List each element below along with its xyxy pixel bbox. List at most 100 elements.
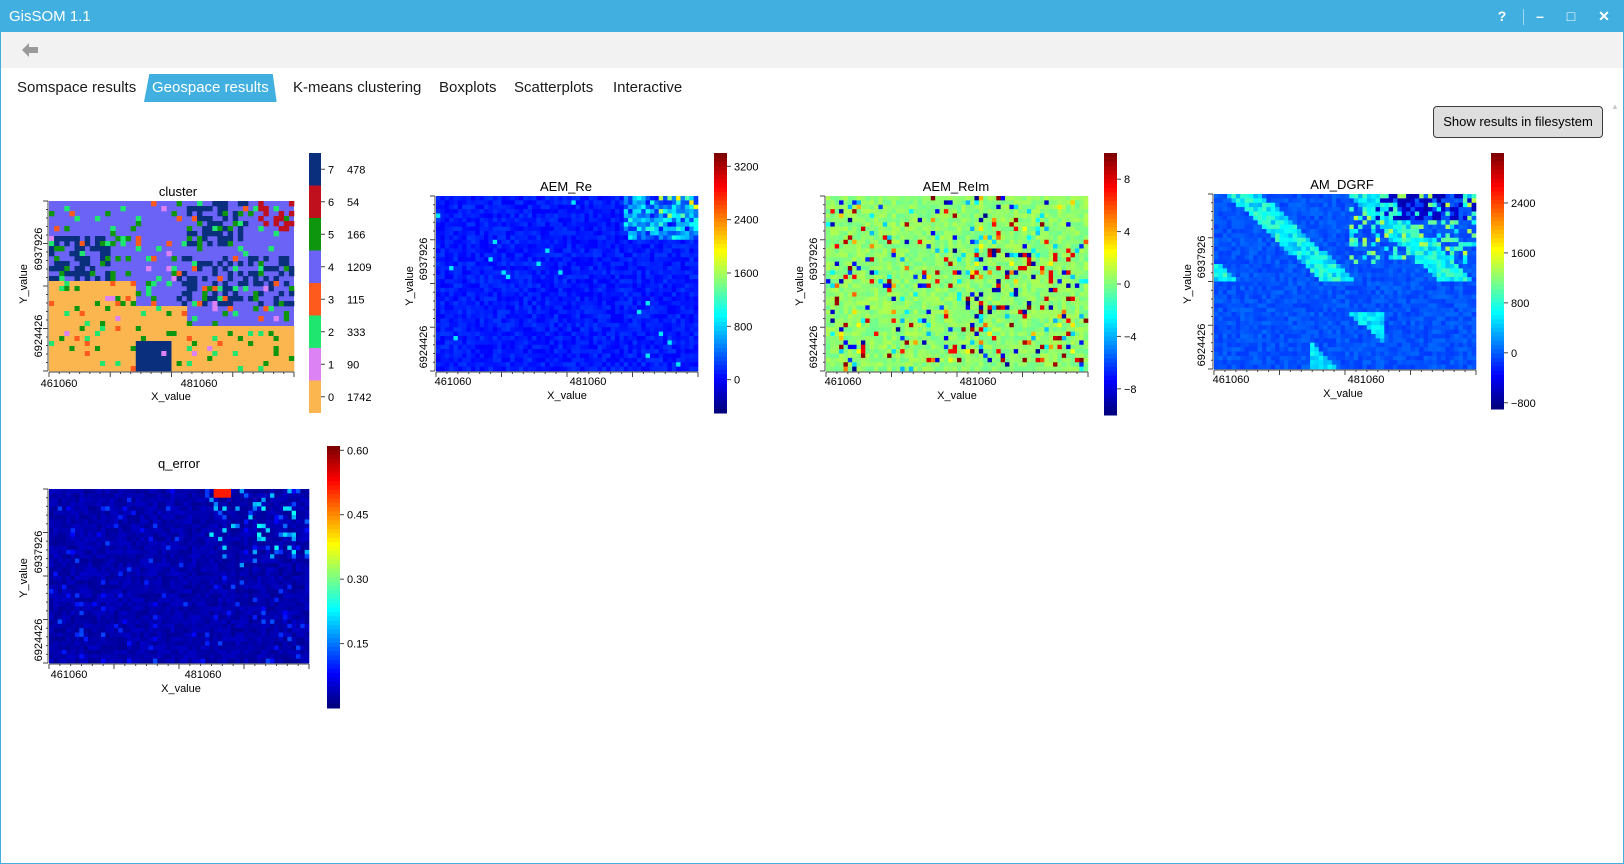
aem-reim-cell — [865, 296, 870, 302]
aem-reim-cell — [865, 213, 870, 219]
aem-re-cell — [684, 314, 690, 319]
tab-interactive[interactable]: Interactive — [613, 79, 683, 96]
aem-re-cell — [518, 344, 524, 350]
aem-re-cell — [632, 279, 638, 284]
aem-re-cell — [654, 217, 659, 223]
aem-re-cell — [571, 309, 577, 315]
aem-re-cell — [610, 270, 616, 276]
aem-re-cell — [623, 331, 629, 337]
cluster-cell — [248, 261, 254, 267]
aem-re-cell — [475, 279, 480, 284]
maximize-button[interactable]: □ — [1566, 8, 1576, 24]
aem-reim-cell — [917, 292, 923, 297]
aem-re-cell — [636, 292, 642, 297]
aem-re-cell — [497, 283, 502, 289]
aem-re-cell — [567, 301, 572, 306]
close-button[interactable]: ✕ — [1598, 8, 1610, 24]
aem-reim-cell — [970, 213, 975, 219]
aem-re-cell — [545, 266, 550, 271]
aem-reim-cell — [904, 239, 910, 245]
aem-reim-cell — [948, 274, 953, 280]
aem-reim-cell — [904, 217, 910, 223]
back-button[interactable] — [19, 40, 41, 60]
aem-reim-cell — [1013, 204, 1019, 210]
aem-reim-cell — [1083, 244, 1089, 249]
aem-re-cell — [479, 217, 485, 223]
aem-re-cell — [689, 239, 694, 245]
aem-reim-cell — [943, 204, 949, 210]
aem-reim-cell — [952, 244, 958, 249]
cluster-cell — [232, 216, 239, 222]
cluster-cell — [100, 301, 106, 307]
aem-re-cell — [475, 235, 480, 241]
help-button[interactable]: ? — [1497, 8, 1507, 24]
cluster-cell — [212, 296, 218, 302]
aem-reim-cell — [869, 217, 875, 223]
aem-re-cell — [558, 309, 563, 315]
aem-reim-cell — [830, 296, 836, 302]
aem-re-cell — [466, 362, 472, 367]
aem-re-cell — [479, 274, 485, 280]
aem-re-cell — [497, 353, 502, 359]
aem-re-cell — [444, 222, 450, 227]
aem-reim-cell — [843, 209, 849, 214]
show-results-in-filesystem-button[interactable]: Show results in filesystem — [1433, 106, 1603, 138]
cluster-cell — [212, 226, 218, 232]
aem-reim-cell — [882, 226, 888, 232]
aem-re-cell — [658, 235, 664, 241]
aem-re-cell — [518, 340, 524, 346]
aem-reim-cell — [1009, 305, 1015, 311]
aem-re-cell — [680, 217, 686, 223]
cluster-cell — [115, 301, 121, 307]
aem-reim-cell — [952, 274, 958, 280]
aem-re-cell — [597, 239, 603, 245]
aem-re-cell — [628, 231, 633, 236]
aem-re-cell — [663, 239, 668, 245]
cluster-cell — [217, 201, 223, 207]
aem-reim-cell — [1018, 296, 1023, 302]
scroll-up-arrow-icon[interactable]: ▲ — [1611, 102, 1619, 111]
aem-reim-cell — [1083, 209, 1089, 214]
tab-scatterplots[interactable]: Scatterplots — [514, 79, 594, 96]
tab-somspace-results[interactable]: Somspace results — [17, 79, 137, 96]
cluster-cell — [84, 276, 91, 282]
aem-reim-cell — [1000, 266, 1006, 271]
aem-re-cell — [562, 213, 568, 219]
aem-re-cell — [449, 327, 454, 332]
aem-reim-cell — [900, 257, 905, 262]
cluster-map-grid — [49, 201, 295, 372]
cluster-cell — [64, 241, 70, 247]
tab-k-means-clustering[interactable]: K-means clustering — [293, 79, 422, 96]
aem-re-cell — [549, 266, 555, 271]
aem-re-cell — [470, 301, 476, 306]
aem-reim-cell — [843, 239, 849, 245]
aem-re-cell — [654, 257, 659, 262]
aem-reim-cell — [860, 248, 866, 254]
cluster-cell — [222, 211, 228, 217]
aem-re-cell — [501, 266, 507, 271]
legend-cluster-label: 7 — [328, 164, 334, 176]
aem-reim-cell — [895, 222, 901, 227]
tab-boxplots[interactable]: Boxplots — [439, 79, 497, 96]
aem-reim-cell — [869, 266, 875, 271]
cluster-cell — [94, 321, 101, 327]
aem-re-cell — [532, 318, 537, 324]
aem-re-cell — [475, 270, 480, 276]
aem-re-cell — [558, 209, 563, 214]
tab-geospace-results[interactable]: Geospace results — [144, 74, 277, 102]
aem-re-cell — [466, 257, 472, 262]
aem-reim-cell — [943, 283, 949, 289]
aem-re-cell — [584, 235, 590, 241]
aem-re-cell — [680, 235, 686, 241]
aem-reim-cell — [1013, 248, 1019, 254]
aem-re-cell — [505, 327, 511, 332]
aem-re-cell — [693, 239, 699, 245]
cluster-cell — [232, 211, 239, 217]
aem-re-cell — [676, 200, 681, 206]
aem-re-cell — [693, 274, 699, 280]
aem-re-cell — [610, 213, 616, 219]
aem-reim-cell — [847, 279, 853, 284]
minimize-button[interactable]: – — [1536, 8, 1544, 24]
cluster-cell — [120, 301, 126, 307]
cluster-cell — [181, 351, 188, 357]
